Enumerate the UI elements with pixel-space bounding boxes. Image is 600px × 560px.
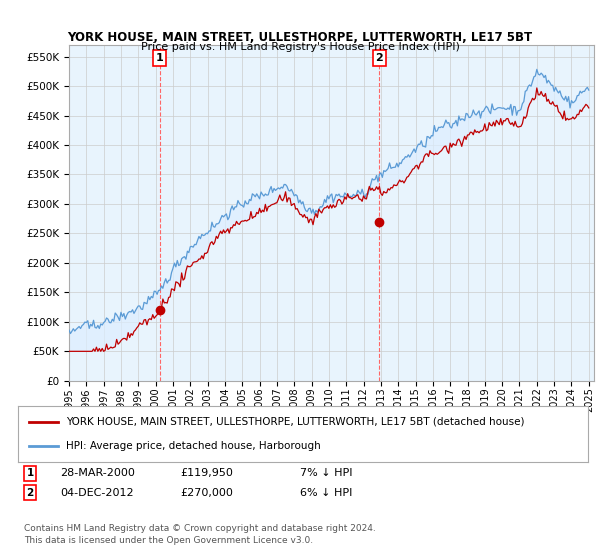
Text: HPI: Average price, detached house, Harborough: HPI: Average price, detached house, Harb… <box>67 441 321 451</box>
Text: Contains HM Land Registry data © Crown copyright and database right 2024.
This d: Contains HM Land Registry data © Crown c… <box>24 524 376 545</box>
Text: 1: 1 <box>26 468 34 478</box>
Text: 2: 2 <box>26 488 34 498</box>
Text: 04-DEC-2012: 04-DEC-2012 <box>60 488 134 498</box>
Text: 7% ↓ HPI: 7% ↓ HPI <box>300 468 353 478</box>
Text: YORK HOUSE, MAIN STREET, ULLESTHORPE, LUTTERWORTH, LE17 5BT: YORK HOUSE, MAIN STREET, ULLESTHORPE, LU… <box>67 31 533 44</box>
Text: £119,950: £119,950 <box>180 468 233 478</box>
Text: 1: 1 <box>156 53 163 63</box>
Text: 6% ↓ HPI: 6% ↓ HPI <box>300 488 352 498</box>
Text: Price paid vs. HM Land Registry's House Price Index (HPI): Price paid vs. HM Land Registry's House … <box>140 42 460 52</box>
Text: YORK HOUSE, MAIN STREET, ULLESTHORPE, LUTTERWORTH, LE17 5BT (detached house): YORK HOUSE, MAIN STREET, ULLESTHORPE, LU… <box>67 417 525 427</box>
Text: 28-MAR-2000: 28-MAR-2000 <box>60 468 135 478</box>
Text: £270,000: £270,000 <box>180 488 233 498</box>
Text: 2: 2 <box>376 53 383 63</box>
